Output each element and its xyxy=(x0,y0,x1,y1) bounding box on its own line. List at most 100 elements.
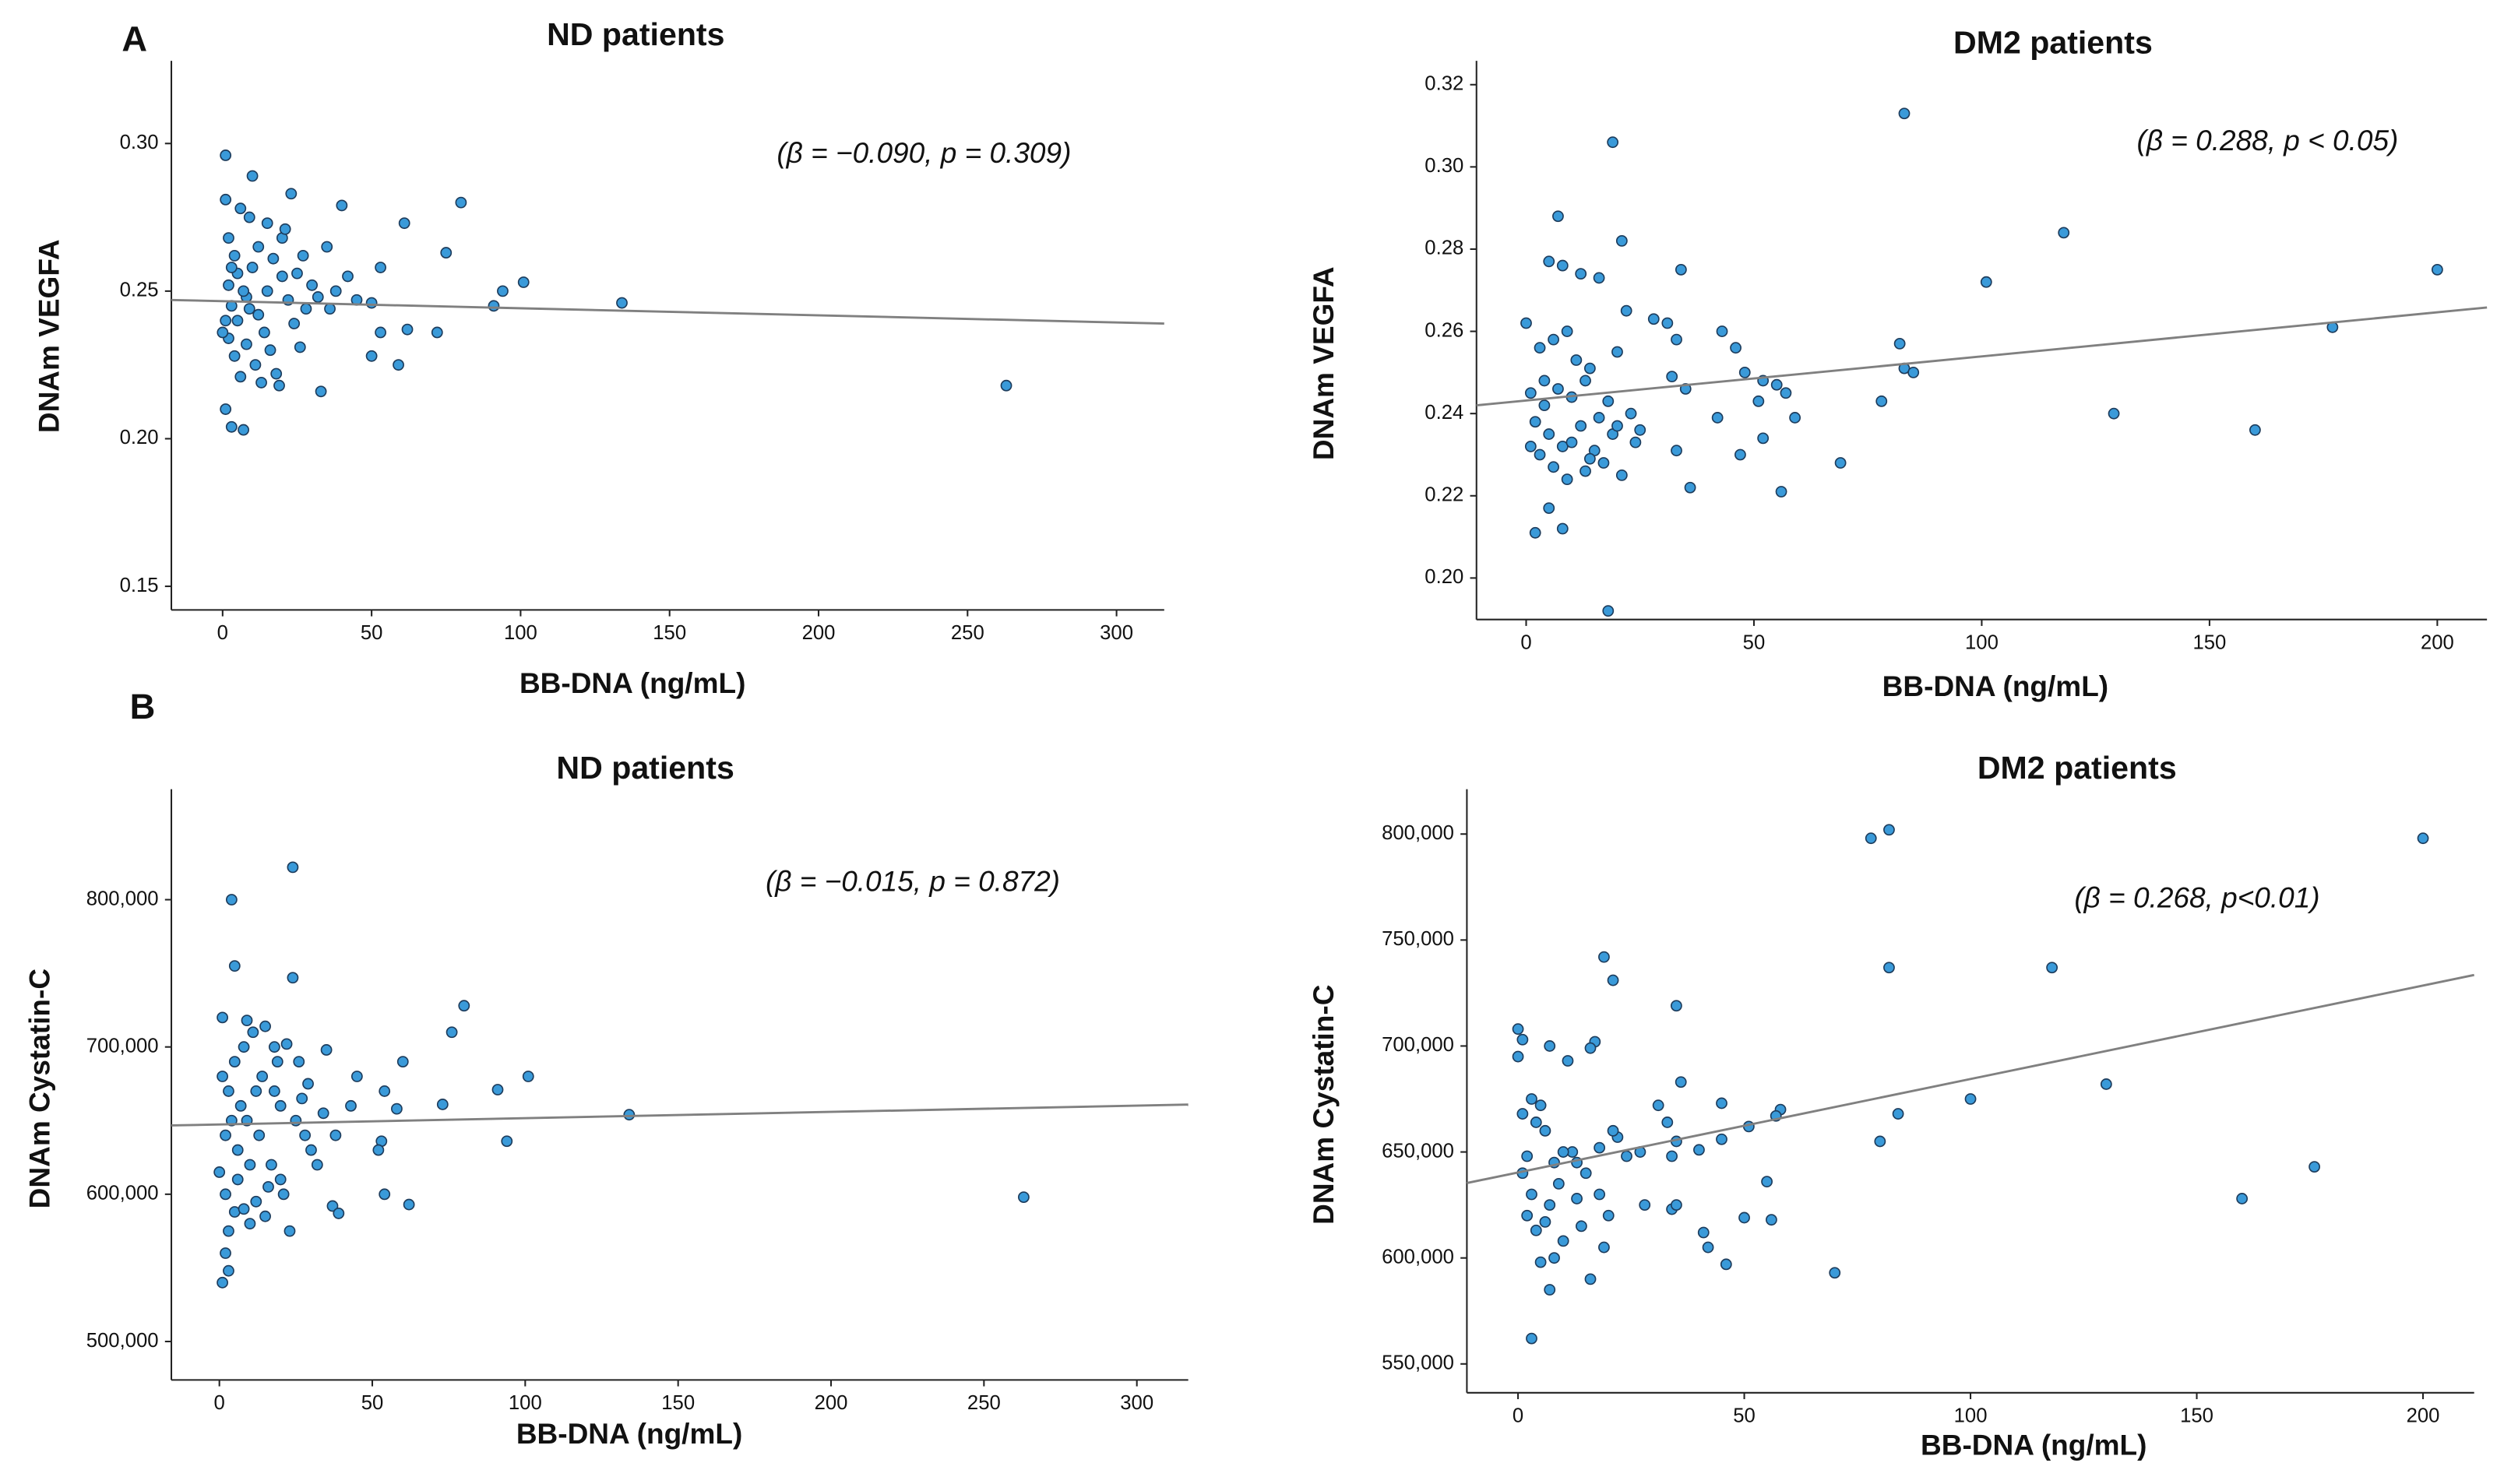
x-tick-label: 200 xyxy=(815,1392,848,1414)
point xyxy=(287,861,299,874)
point xyxy=(1892,1108,1904,1120)
point xyxy=(1883,824,1895,836)
point xyxy=(1534,448,1546,461)
point xyxy=(1538,399,1551,412)
point xyxy=(238,424,250,436)
point xyxy=(268,1041,280,1053)
point xyxy=(1000,379,1012,392)
point xyxy=(1893,338,1906,350)
point xyxy=(616,297,628,309)
point xyxy=(1543,428,1555,440)
point xyxy=(1666,371,1678,383)
point xyxy=(2417,832,2429,845)
point xyxy=(2308,1161,2321,1173)
annotation: (β = 0.268, p<0.01) xyxy=(2074,881,2319,913)
point xyxy=(1512,1050,1524,1063)
point xyxy=(270,367,283,380)
point xyxy=(220,1129,231,1141)
point xyxy=(440,247,453,258)
fit-line xyxy=(1476,306,2488,407)
point xyxy=(365,350,378,362)
y-tick-label: 600,000 xyxy=(1382,1246,1454,1268)
point xyxy=(1521,1209,1534,1222)
point xyxy=(1580,375,1591,387)
x-tick-label: 100 xyxy=(1965,631,1999,653)
point xyxy=(1565,436,1578,448)
point xyxy=(259,1020,271,1032)
point xyxy=(1543,502,1555,515)
panel: 0 50 100 150 200 250 300 0.15 0.20 0.25 0.30 ND pat… xyxy=(33,16,1164,699)
point xyxy=(403,1198,415,1211)
point xyxy=(1907,366,1920,378)
point xyxy=(223,232,234,244)
point xyxy=(1594,1141,1606,1154)
point xyxy=(1775,486,1787,498)
point xyxy=(250,1085,262,1097)
point xyxy=(1548,1252,1560,1264)
point xyxy=(1607,1124,1619,1137)
point xyxy=(1675,1076,1687,1088)
point xyxy=(1716,325,1728,337)
point xyxy=(255,377,267,389)
point xyxy=(1520,317,1532,329)
x-tick-label: 50 xyxy=(361,622,383,644)
x-axis-label: BB-DNA (ng/mL) xyxy=(1882,670,2108,702)
point xyxy=(1544,1284,1556,1296)
point xyxy=(1883,962,1895,974)
point xyxy=(223,279,234,291)
point xyxy=(273,379,285,392)
point xyxy=(436,1099,449,1110)
y-tick-label: 700,000 xyxy=(86,1035,159,1057)
panel-title: DM2 patients xyxy=(1977,750,2177,786)
point xyxy=(1684,481,1696,494)
point xyxy=(288,318,301,329)
y-tick-label: 750,000 xyxy=(1382,928,1454,950)
point xyxy=(284,1225,296,1237)
y-tick-label: 700,000 xyxy=(1382,1034,1454,1056)
point xyxy=(1598,951,1610,963)
point xyxy=(285,188,298,200)
point xyxy=(491,1084,504,1095)
point xyxy=(1675,263,1687,276)
point xyxy=(1607,974,1619,986)
y-axis-label: DNAm Cystatin-C xyxy=(23,969,55,1208)
point xyxy=(223,1085,234,1097)
point xyxy=(1575,1220,1587,1233)
point xyxy=(228,960,241,972)
point xyxy=(1634,424,1646,436)
point xyxy=(243,303,255,315)
y-axis-label: DNAm Cystatin-C xyxy=(1308,985,1340,1225)
point xyxy=(1602,1209,1615,1222)
point xyxy=(1671,1000,1682,1012)
point xyxy=(238,1203,250,1215)
x-tick-label: 250 xyxy=(951,622,984,644)
point xyxy=(266,1159,277,1171)
point xyxy=(1780,387,1792,399)
point xyxy=(253,1129,266,1141)
panel-label: A xyxy=(122,19,147,58)
y-tick-label: 800,000 xyxy=(86,888,159,909)
point xyxy=(213,1166,226,1178)
point xyxy=(1516,1033,1529,1046)
point xyxy=(223,1264,234,1277)
point xyxy=(379,1085,391,1097)
point xyxy=(231,315,244,327)
point xyxy=(2236,1193,2249,1204)
point xyxy=(217,1276,229,1289)
point xyxy=(1512,1023,1524,1036)
point xyxy=(1607,136,1619,149)
y-axis-label: DNAm VEGFA xyxy=(1308,266,1340,460)
point xyxy=(225,894,238,906)
point xyxy=(220,1188,231,1201)
point xyxy=(391,1102,403,1115)
point xyxy=(1524,441,1537,452)
point xyxy=(300,303,312,315)
x-tick-label: 150 xyxy=(653,622,686,644)
point xyxy=(329,285,342,297)
point xyxy=(497,285,509,297)
point xyxy=(1693,1144,1705,1156)
point xyxy=(223,1225,234,1237)
x-tick-label: 150 xyxy=(2180,1405,2213,1426)
point xyxy=(1720,1258,1732,1271)
point xyxy=(1738,1211,1750,1224)
